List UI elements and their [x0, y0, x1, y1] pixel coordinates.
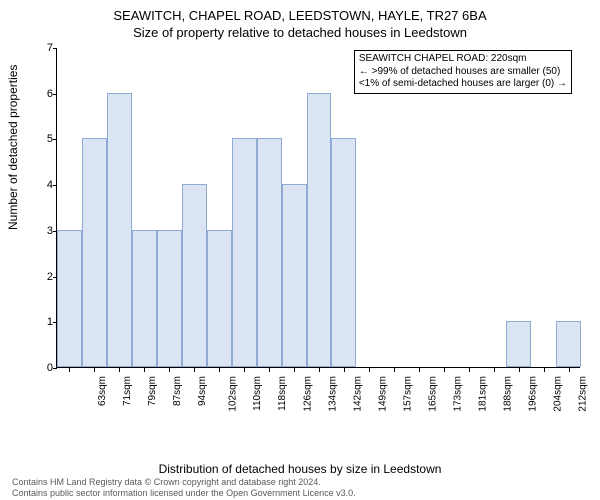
x-tick-mark	[569, 368, 570, 372]
bar	[232, 138, 257, 367]
annotation-line2: ← >99% of detached houses are smaller (5…	[359, 66, 567, 79]
y-tick-label: 2	[29, 271, 53, 283]
x-tick-label: 110sqm	[252, 376, 263, 411]
y-tick-label: 3	[29, 225, 53, 237]
x-tick-mark	[269, 368, 270, 372]
bar	[257, 138, 282, 367]
x-tick-label: 149sqm	[378, 376, 389, 412]
x-tick-label: 63sqm	[97, 376, 108, 406]
bar	[331, 138, 356, 367]
y-tick-label: 5	[29, 133, 53, 145]
chart-title-main: SEAWITCH, CHAPEL ROAD, LEEDSTOWN, HAYLE,…	[0, 0, 600, 23]
x-tick-mark	[444, 368, 445, 372]
x-tick-mark	[119, 368, 120, 372]
annotation-box: SEAWITCH CHAPEL ROAD: 220sqm ← >99% of d…	[354, 50, 572, 94]
x-tick-mark	[469, 368, 470, 372]
bar	[556, 321, 581, 367]
bar	[82, 138, 107, 367]
x-tick-mark	[544, 368, 545, 372]
x-tick-mark	[369, 368, 370, 372]
x-tick-mark	[219, 368, 220, 372]
x-tick-label: 204sqm	[552, 376, 563, 412]
chart-title-sub: Size of property relative to detached ho…	[0, 23, 600, 40]
y-tick-label: 0	[29, 362, 53, 374]
bar	[107, 93, 132, 367]
bar	[132, 230, 157, 367]
x-tick-label: 126sqm	[303, 376, 314, 412]
x-tick-label: 188sqm	[502, 376, 513, 412]
x-axis-label: Distribution of detached houses by size …	[0, 462, 600, 476]
bar	[57, 230, 82, 367]
x-tick-mark	[244, 368, 245, 372]
bar	[157, 230, 182, 367]
chart-area: SEAWITCH CHAPEL ROAD: 220sqm ← >99% of d…	[56, 48, 580, 418]
x-tick-label: 196sqm	[527, 376, 538, 412]
x-tick-label: 212sqm	[577, 376, 588, 412]
x-tick-label: 118sqm	[277, 376, 288, 411]
x-tick-mark	[419, 368, 420, 372]
x-tick-label: 94sqm	[197, 376, 208, 406]
x-tick-label: 157sqm	[402, 376, 413, 412]
x-tick-label: 87sqm	[172, 376, 183, 406]
y-tick-mark	[53, 94, 57, 95]
bar	[182, 184, 207, 367]
x-tick-mark	[394, 368, 395, 372]
x-tick-mark	[169, 368, 170, 372]
annotation-line3: <1% of semi-detached houses are larger (…	[359, 78, 567, 91]
x-tick-label: 71sqm	[122, 376, 133, 406]
x-tick-mark	[519, 368, 520, 372]
x-tick-mark	[494, 368, 495, 372]
y-tick-mark	[53, 139, 57, 140]
y-tick-label: 1	[29, 316, 53, 328]
y-tick-label: 4	[29, 179, 53, 191]
x-tick-mark	[69, 368, 70, 372]
x-tick-label: 142sqm	[353, 376, 364, 412]
x-tick-label: 165sqm	[427, 376, 438, 412]
footer-attribution: Contains HM Land Registry data © Crown c…	[12, 477, 356, 498]
y-axis-label: Number of detached properties	[6, 65, 20, 230]
y-tick-mark	[53, 368, 57, 369]
x-tick-label: 173sqm	[452, 376, 463, 412]
plot-region: SEAWITCH CHAPEL ROAD: 220sqm ← >99% of d…	[56, 48, 580, 368]
x-tick-mark	[194, 368, 195, 372]
y-tick-mark	[53, 185, 57, 186]
x-tick-mark	[144, 368, 145, 372]
y-tick-label: 7	[29, 42, 53, 54]
bar	[282, 184, 307, 367]
bar	[307, 93, 332, 367]
x-tick-mark	[294, 368, 295, 372]
footer-line2: Contains public sector information licen…	[12, 488, 356, 498]
y-tick-label: 6	[29, 88, 53, 100]
x-tick-mark	[94, 368, 95, 372]
x-tick-label: 181sqm	[477, 376, 488, 412]
x-tick-label: 102sqm	[228, 376, 239, 412]
x-tick-mark	[344, 368, 345, 372]
y-tick-mark	[53, 48, 57, 49]
x-tick-mark	[319, 368, 320, 372]
x-tick-label: 134sqm	[328, 376, 339, 412]
footer-line1: Contains HM Land Registry data © Crown c…	[12, 477, 356, 487]
bar	[207, 230, 232, 367]
x-tick-label: 79sqm	[147, 376, 158, 406]
annotation-line1: SEAWITCH CHAPEL ROAD: 220sqm	[359, 53, 567, 66]
bar	[506, 321, 531, 367]
